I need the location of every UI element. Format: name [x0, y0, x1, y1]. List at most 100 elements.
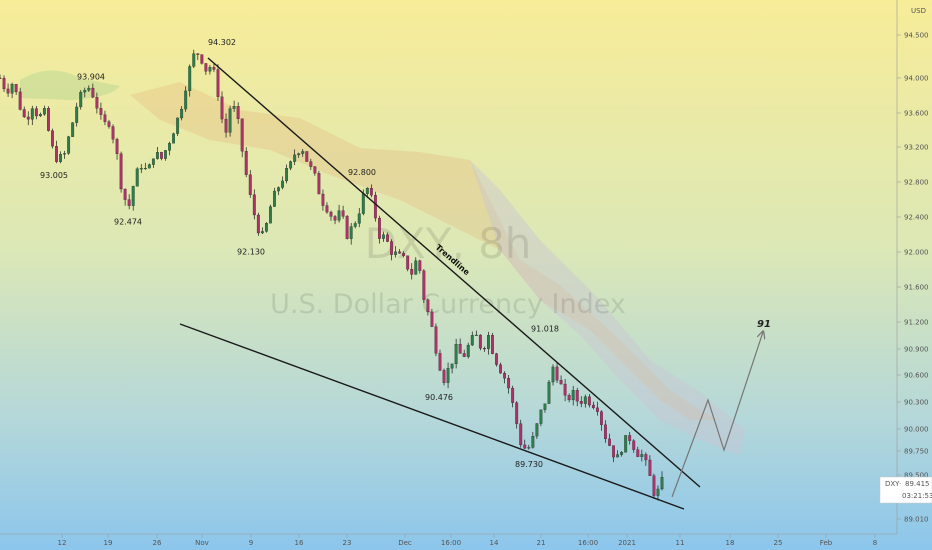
candle: [394, 251, 398, 255]
candle: [71, 122, 75, 137]
candle: [604, 424, 607, 440]
candle: [0, 77, 2, 79]
candle: [208, 67, 212, 72]
y-tick-label: 89.010: [904, 516, 929, 524]
candle: [478, 334, 482, 349]
candle: [164, 150, 167, 159]
projection-path[interactable]: [671, 332, 763, 498]
candle: [75, 106, 79, 123]
x-tick-label: 16: [295, 539, 304, 547]
candle: [353, 223, 357, 227]
candle: [636, 449, 640, 457]
candle: [188, 66, 192, 92]
candle: [55, 146, 58, 162]
candle: [30, 108, 34, 120]
resistance-trendline[interactable]: [207, 57, 701, 488]
candle: [531, 436, 535, 448]
candle: [515, 402, 519, 424]
candle: [135, 168, 139, 187]
candle: [595, 407, 599, 412]
candle: [313, 166, 317, 174]
price-axis[interactable]: USD 94.500 94.000 93.600 93.200 92.800 92.400…: [896, 0, 929, 534]
price-annotation: 92.800: [348, 168, 376, 177]
y-tick-label: 90.000: [904, 426, 929, 434]
name-watermark: U.S. Dollar Currency Index: [270, 289, 626, 320]
time-axis[interactable]: 12 19 26 Nov 9 16 23 Dec 16:00 14 21 16:00 2021 11 18 2…: [0, 533, 897, 547]
candle: [551, 366, 555, 383]
support-trendline[interactable]: [179, 323, 685, 510]
candle: [63, 153, 67, 155]
candle: [228, 108, 232, 133]
candle: [103, 114, 107, 122]
candle: [22, 109, 26, 118]
candle: [333, 216, 337, 221]
candle: [172, 133, 175, 144]
candle: [414, 260, 418, 275]
candle: [10, 84, 14, 94]
candle: [616, 454, 620, 458]
x-tick-label: 16:00: [578, 539, 598, 547]
price-annotation: 92.474: [114, 218, 142, 227]
candle: [337, 210, 341, 221]
x-tick-label: 18: [726, 539, 735, 547]
candle: [507, 378, 511, 389]
candle: [18, 91, 22, 110]
candle: [361, 193, 365, 214]
candle: [317, 173, 321, 195]
candle: [277, 187, 280, 192]
candle: [418, 260, 422, 271]
candle: [426, 299, 430, 313]
candle: [91, 87, 95, 98]
y-tick-label: 89.750: [904, 448, 929, 456]
candle: [115, 139, 119, 154]
candles[interactable]: [0, 49, 664, 501]
candle: [523, 444, 527, 449]
last-price-tag: DXY · 89.415 03:21:53: [879, 476, 932, 504]
candle: [434, 326, 438, 354]
candle: [620, 452, 624, 455]
candle: [281, 180, 284, 188]
price-annotations: 94.302 93.904 93.005 92.474 92.130 92.800 91.0…: [40, 38, 559, 469]
x-tick-label: 26: [153, 539, 162, 547]
candle: [559, 380, 563, 385]
candle: [305, 151, 309, 162]
candle: [390, 241, 393, 255]
price-annotation: 93.005: [40, 171, 68, 180]
candle: [539, 409, 543, 424]
currency-label: USD: [911, 7, 926, 15]
candle: [289, 161, 293, 169]
candle: [47, 108, 50, 131]
candle: [212, 67, 216, 70]
x-tick-label: Feb: [820, 539, 833, 547]
candle: [365, 188, 369, 194]
candle: [495, 353, 498, 365]
y-tick-label: 93.200: [904, 144, 929, 152]
countdown-value: 03:21:53: [902, 492, 932, 500]
candle: [591, 404, 595, 409]
x-tick-label: Dec: [398, 539, 412, 547]
candle: [216, 69, 220, 97]
candle: [260, 231, 264, 234]
candle: [232, 106, 236, 109]
candle: [555, 366, 559, 381]
candle: [107, 121, 111, 127]
candle: [442, 370, 446, 383]
candle: [511, 387, 515, 403]
y-tick-label: 89.500: [904, 472, 929, 480]
last-price-background: [879, 476, 932, 504]
candle: [466, 344, 470, 357]
candle: [378, 217, 381, 239]
candle: [180, 108, 184, 119]
candle: [236, 106, 240, 119]
candle: [184, 90, 188, 110]
y-tick-label: 94.500: [904, 32, 929, 40]
candle: [309, 161, 313, 167]
x-tick-label: 14: [490, 539, 499, 547]
candle: [204, 63, 208, 72]
cloud-band-grey: [470, 160, 745, 455]
candle: [329, 211, 333, 217]
candle: [301, 151, 305, 154]
